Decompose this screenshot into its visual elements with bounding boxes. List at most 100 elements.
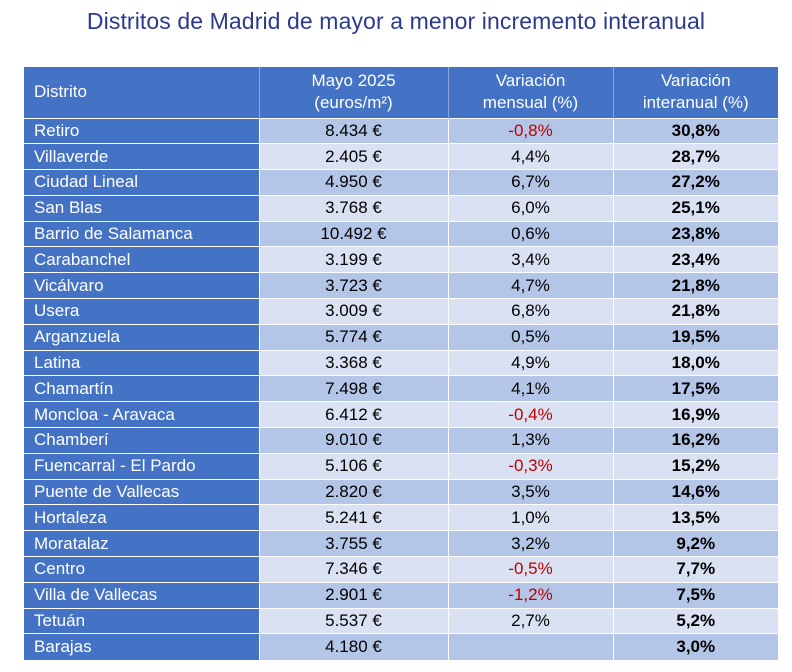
cell-precio: 5.241 € [258, 504, 448, 531]
cell-mensual: 4,1% [447, 375, 613, 402]
cell-mensual: 6,8% [447, 298, 613, 325]
column-header-precio-line2: (euros/m²) [314, 93, 393, 113]
table-row: Vicálvaro 3.723 €4,7% 21,8% [24, 272, 778, 299]
cell-precio: 5.537 € [258, 607, 448, 634]
cell-mensual: 3,4% [447, 246, 613, 273]
cell-precio: 10.492 € [258, 220, 448, 247]
cell-distrito: Hortaleza [24, 504, 259, 531]
cell-distrito: Tetuán [24, 607, 259, 634]
cell-distrito: Barajas [24, 633, 259, 660]
cell-precio: 3.723 € [258, 272, 448, 299]
table-row: Chamberí 9.010 €1,3% 16,2% [24, 427, 778, 454]
column-header-distrito: Distrito [24, 67, 259, 118]
cell-interanual: 14,6% [612, 478, 778, 505]
cell-distrito: Moncloa - Aravaca [24, 401, 259, 428]
cell-precio: 8.434 € [258, 117, 448, 144]
cell-interanual: 27,2% [612, 169, 778, 196]
cell-interanual: 9,2% [612, 530, 778, 557]
table-row: Retiro 8.434 € -0,8% 30,8% [24, 117, 778, 144]
cell-distrito: Villa de Vallecas [24, 581, 259, 609]
table-row: Ciudad Lineal 4.950 €6,7% 27,2% [24, 169, 778, 196]
cell-mensual: 4,7% [447, 272, 613, 299]
cell-interanual: 23,4% [612, 246, 778, 273]
cell-precio: 2.820 € [258, 478, 448, 505]
cell-mensual: 4,4% [447, 143, 613, 170]
cell-distrito: Moratalaz [24, 530, 259, 557]
table-row: Tetuán 5.537 €2,7% 5,2% [24, 607, 778, 634]
cell-precio: 5.106 € [258, 452, 448, 480]
cell-interanual: 13,5% [612, 504, 778, 531]
cell-mensual: -1,2% [447, 581, 613, 609]
table-row: Barajas 4.180 € 3,0% [24, 633, 778, 660]
table-row: Barrio de Salamanca 10.492 €0,6% 23,8% [24, 220, 778, 247]
table-row: Puente de Vallecas 2.820 €3,5% 14,6% [24, 478, 778, 505]
cell-precio: 2.405 € [258, 143, 448, 170]
column-header-mensual: Variación mensual (%) [447, 67, 613, 118]
cell-mensual: -0,8% [447, 117, 613, 144]
cell-precio: 6.412 € [258, 401, 448, 428]
cell-interanual: 15,2% [612, 452, 778, 480]
cell-interanual: 19,5% [612, 323, 778, 351]
table-row: Centro 7.346 € -0,5% 7,7% [24, 556, 778, 583]
column-header-interanual: Variación interanual (%) [612, 67, 778, 118]
cell-mensual: 6,0% [447, 194, 613, 222]
table-row: Usera 3.009 €6,8% 21,8% [24, 298, 778, 325]
cell-distrito: Villaverde [24, 143, 259, 170]
column-header-mensual-line1: Variación [495, 71, 566, 91]
cell-precio: 3.199 € [258, 246, 448, 273]
cell-distrito: Chamberí [24, 427, 259, 454]
cell-mensual: 3,2% [447, 530, 613, 557]
column-header-interanual-line2: interanual (%) [642, 93, 749, 113]
table-row: Hortaleza 5.241 €1,0% 13,5% [24, 504, 778, 531]
cell-interanual: 28,7% [612, 143, 778, 170]
cell-distrito: Vicálvaro [24, 272, 259, 299]
table-row: Moncloa - Aravaca 6.412 € -0,4% 16,9% [24, 401, 778, 428]
cell-precio: 3.768 € [258, 194, 448, 222]
table-row: Chamartín 7.498 €4,1% 17,5% [24, 375, 778, 402]
cell-mensual [447, 633, 613, 660]
cell-precio: 2.901 € [258, 581, 448, 609]
table-row: Latina 3.368 €4,9% 18,0% [24, 349, 778, 376]
cell-interanual: 16,9% [612, 401, 778, 428]
cell-interanual: 25,1% [612, 194, 778, 222]
table-row: Moratalaz 3.755 €3,2% 9,2% [24, 530, 778, 557]
cell-precio: 5.774 € [258, 323, 448, 351]
cell-interanual: 30,8% [612, 117, 778, 144]
cell-distrito: Usera [24, 298, 259, 325]
cell-interanual: 16,2% [612, 427, 778, 454]
table-row: Villaverde 2.405 €4,4% 28,7% [24, 143, 778, 170]
column-header-precio: Mayo 2025 (euros/m²) [258, 67, 448, 118]
cell-precio: 4.180 € [258, 633, 448, 660]
table-row: San Blas 3.768 €6,0% 25,1% [24, 194, 778, 222]
cell-mensual: 1,0% [447, 504, 613, 531]
cell-interanual: 18,0% [612, 349, 778, 376]
cell-precio: 3.755 € [258, 530, 448, 557]
cell-precio: 9.010 € [258, 427, 448, 454]
cell-distrito: Barrio de Salamanca [24, 220, 259, 247]
column-header-mensual-line2: mensual (%) [482, 93, 579, 113]
cell-mensual: 4,9% [447, 349, 613, 376]
cell-distrito: Centro [24, 556, 259, 583]
cell-mensual: 0,6% [447, 220, 613, 247]
cell-distrito: Fuencarral - El Pardo [24, 452, 259, 480]
cell-interanual: 7,5% [612, 581, 778, 609]
cell-distrito: Ciudad Lineal [24, 169, 259, 196]
cell-interanual: 17,5% [612, 375, 778, 402]
table-row: Carabanchel 3.199 €3,4% 23,4% [24, 246, 778, 273]
districts-table: Distrito Mayo 2025 (euros/m²) Variación … [24, 67, 778, 660]
cell-interanual: 5,2% [612, 607, 778, 634]
cell-precio: 3.009 € [258, 298, 448, 325]
cell-mensual: -0,4% [447, 401, 613, 428]
cell-mensual: -0,3% [447, 452, 613, 480]
cell-interanual: 21,8% [612, 272, 778, 299]
cell-distrito: Latina [24, 349, 259, 376]
cell-distrito: Arganzuela [24, 323, 259, 351]
cell-interanual: 3,0% [612, 633, 778, 660]
cell-precio: 4.950 € [258, 169, 448, 196]
table-header-row: Distrito Mayo 2025 (euros/m²) Variación … [24, 67, 778, 118]
cell-mensual: -0,5% [447, 556, 613, 583]
cell-distrito: Retiro [24, 117, 259, 144]
table-row: Fuencarral - El Pardo 5.106 € -0,3% 15,2% [24, 452, 778, 480]
table-body: Retiro 8.434 € -0,8% 30,8% Villaverde 2.405 €… [24, 117, 778, 660]
cell-interanual: 21,8% [612, 298, 778, 325]
